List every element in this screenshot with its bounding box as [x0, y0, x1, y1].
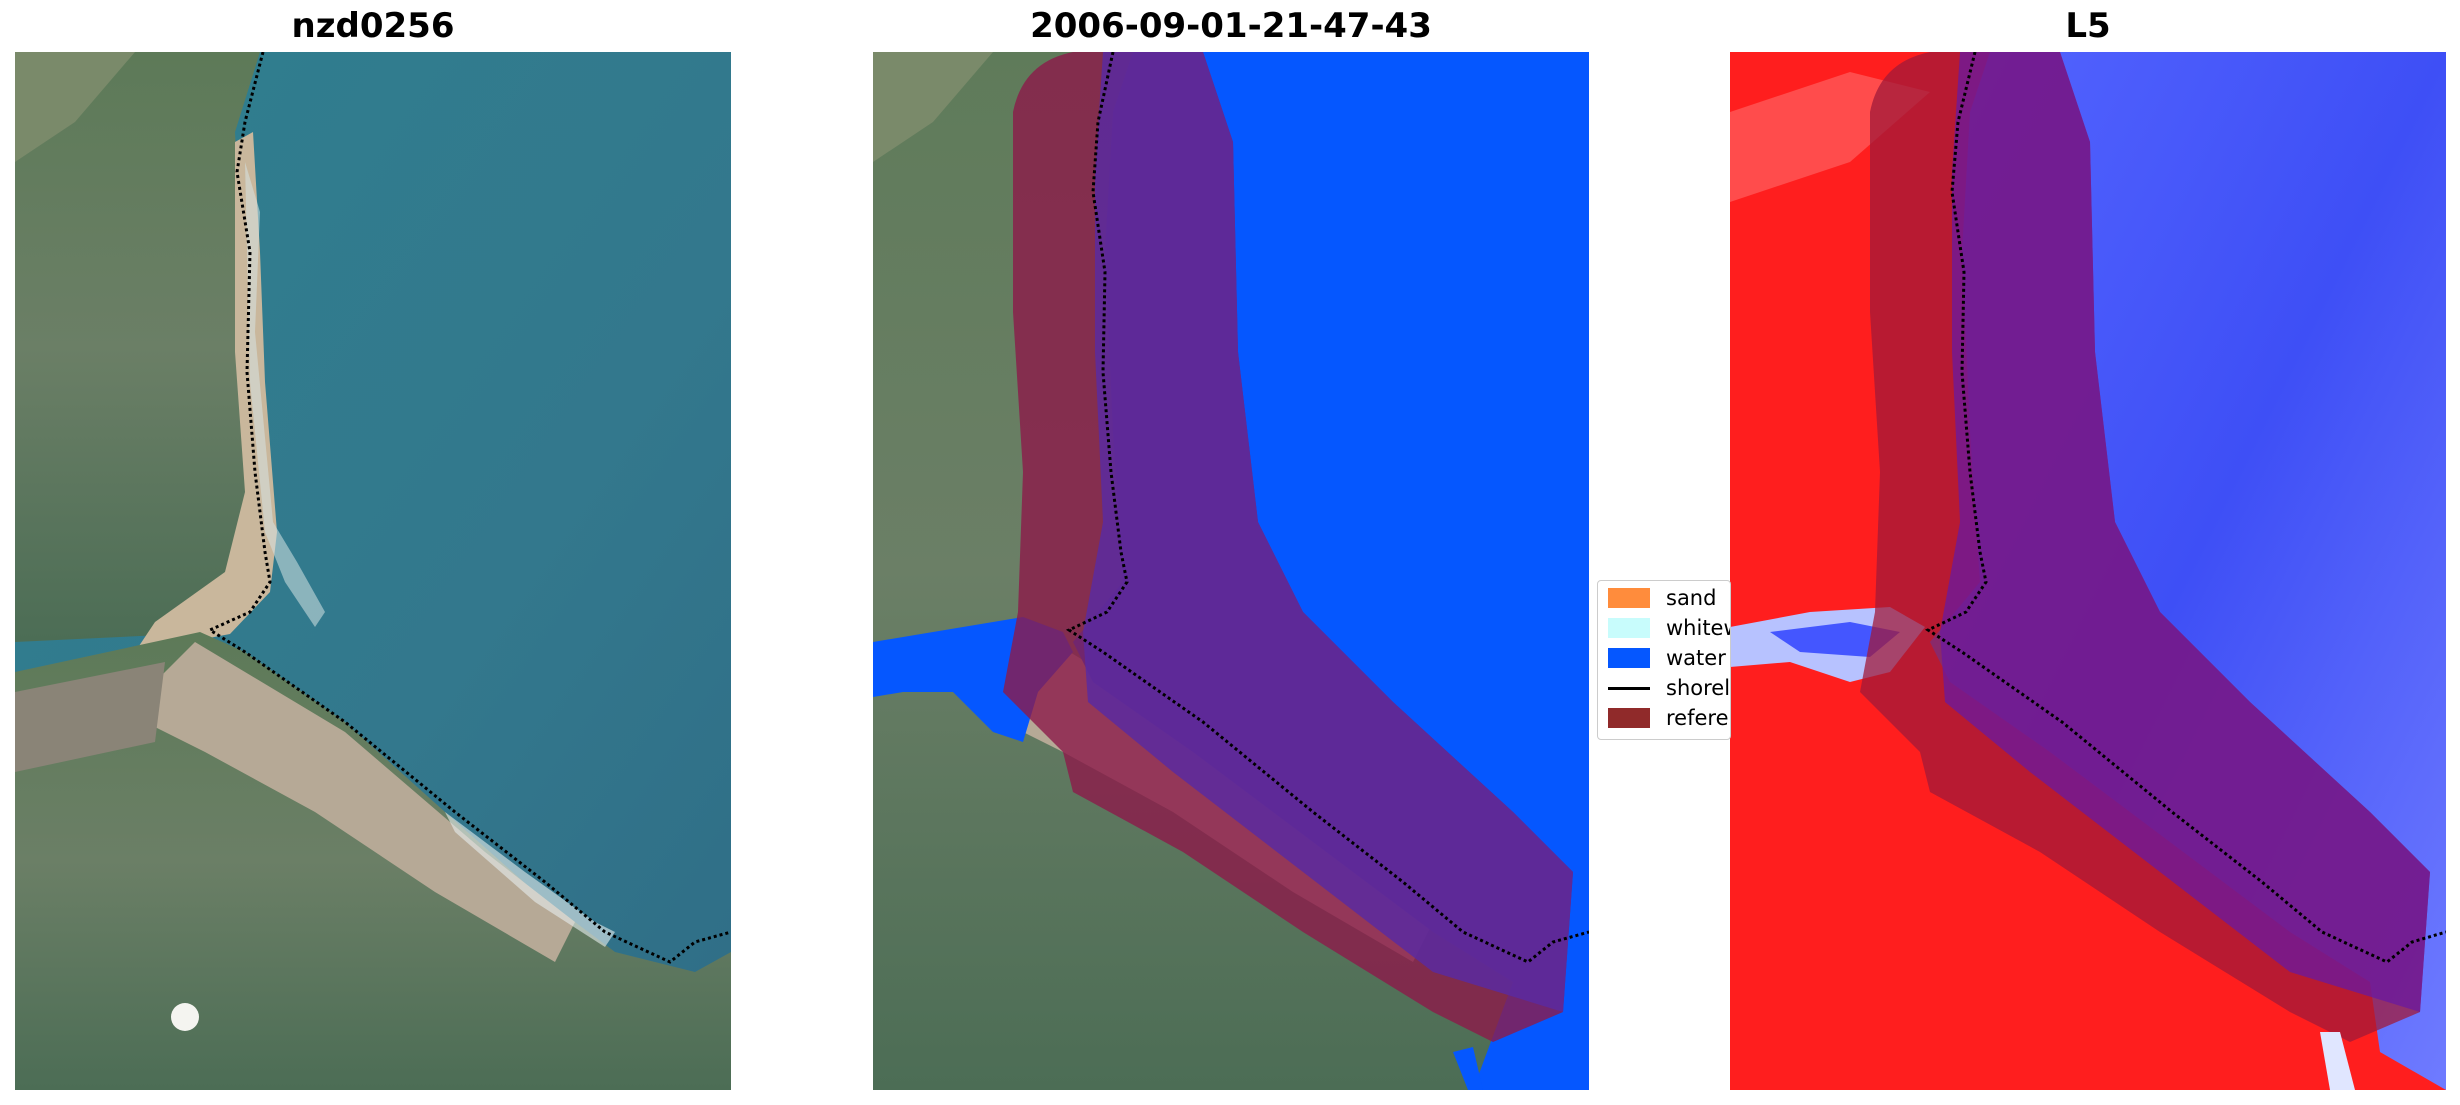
legend-item-reference: reference: [1608, 705, 1730, 731]
legend-item-shoreline: shoreline: [1608, 675, 1731, 701]
index-map-panel: [1730, 52, 2446, 1090]
classified-map: [873, 52, 1589, 1090]
legend-label-reference: reference: [1666, 706, 1730, 730]
legend-label-water: water: [1666, 646, 1726, 670]
legend-label-shoreline: shoreline: [1666, 676, 1731, 700]
legend-item-sand: sand: [1608, 585, 1716, 611]
legend-label-sand: sand: [1666, 586, 1717, 610]
rgb-image-panel: [15, 52, 731, 1090]
rgb-satellite-image: [15, 52, 731, 1090]
classified-image-panel: [873, 52, 1589, 1090]
index-map: [1730, 52, 2446, 1090]
panel-title-index: L5: [2065, 6, 2111, 46]
panel-title-classified: 2006-09-01-21-47-43: [1030, 6, 1432, 46]
water-swatch: [1608, 648, 1650, 668]
legend-item-water: water: [1608, 645, 1726, 671]
sand-swatch: [1608, 588, 1650, 608]
shoreline-swatch: [1608, 686, 1650, 690]
panel-title-rgb: nzd0256: [291, 6, 455, 46]
whitewater-swatch: [1608, 618, 1650, 638]
reference-swatch: [1608, 708, 1650, 728]
